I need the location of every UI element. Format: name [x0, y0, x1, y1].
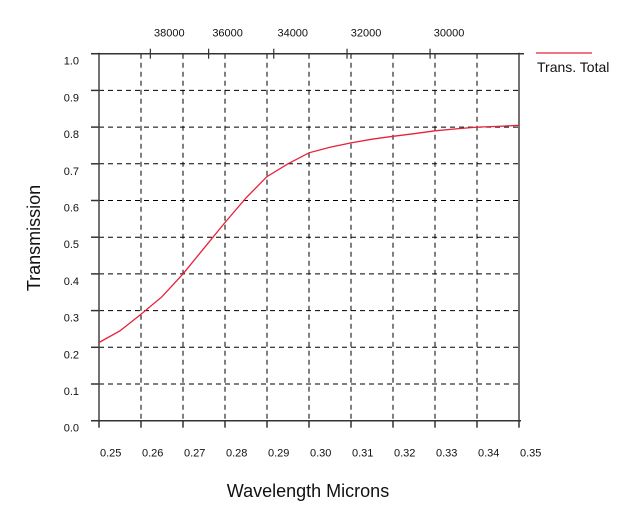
top-tick-label: 36000	[212, 28, 243, 40]
top-tick-label: 38000	[154, 28, 185, 40]
x-tick-label: 0.31	[352, 448, 373, 460]
x-tick-label: 0.30	[310, 448, 331, 460]
x-tick-label: 0.33	[436, 448, 457, 460]
y-tick-label: 0.7	[64, 166, 79, 178]
top-tick-label: 32000	[351, 28, 382, 40]
y-tick-label: 0.2	[64, 349, 79, 361]
y-tick-label: 0.8	[64, 129, 79, 141]
series-line-trans-total	[98, 124, 520, 344]
top-tick-label: 34000	[277, 28, 308, 40]
x-tick-label: 0.29	[268, 448, 289, 460]
x-tick-label: 0.35	[520, 448, 541, 460]
x-axis-label: Wavelength Microns	[227, 481, 389, 501]
legend-label-trans-total: Trans. Total	[537, 59, 609, 75]
x-tick-label: 0.28	[226, 448, 247, 460]
top-tick-label: 30000	[434, 28, 465, 40]
grid	[99, 53, 519, 421]
legend: Trans. Total	[536, 52, 609, 75]
y-tick-label: 0.1	[64, 386, 79, 398]
y-axis-label: Transmission	[24, 185, 44, 291]
y-tick-label: 0.3	[64, 313, 79, 325]
y-tick-label: 0.9	[64, 92, 79, 104]
x-tick-label: 0.26	[142, 448, 163, 460]
series	[98, 124, 520, 344]
y-tick-label: 1.0	[64, 56, 79, 68]
x-tick-label: 0.25	[100, 448, 121, 460]
y-tick-label: 0.5	[64, 239, 79, 251]
x-tick-label: 0.27	[184, 448, 205, 460]
axes: 0.25 0.26 0.27 0.28 0.29 0.30 0.31 0.32 0.33 0.34…	[64, 28, 542, 460]
y-tick-label: 0.4	[64, 276, 79, 288]
x-tick-label: 0.34	[478, 448, 499, 460]
y-tick-label: 0.6	[64, 203, 79, 215]
x-tick-label: 0.32	[394, 448, 415, 460]
y-tick-label: 0.0	[64, 423, 79, 435]
